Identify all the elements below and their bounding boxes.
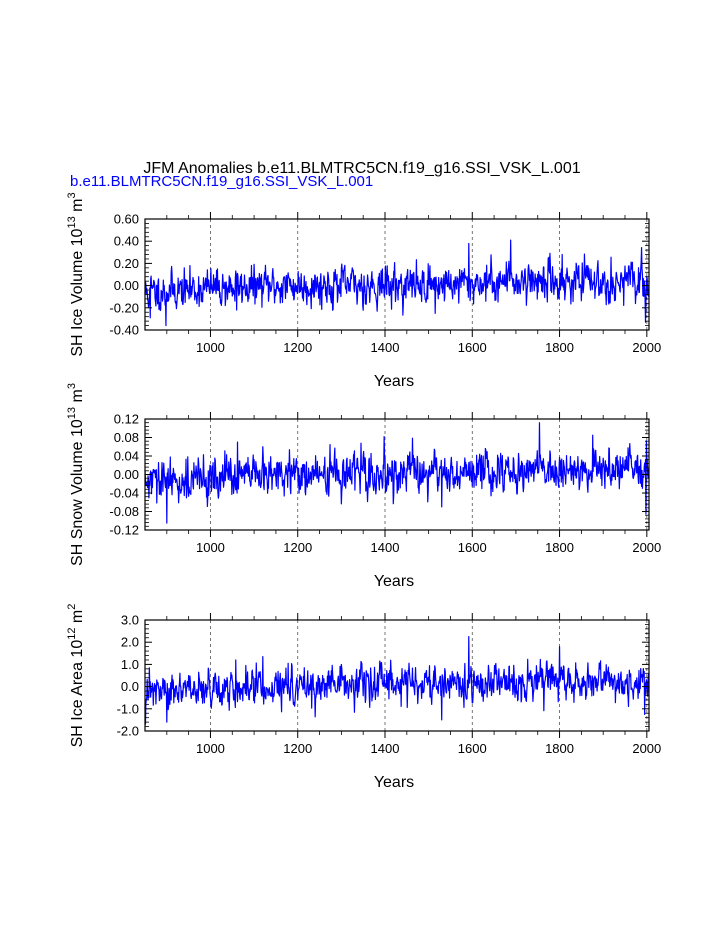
chart-ice_area-ytick-label: 2.0: [121, 635, 139, 650]
chart-ice_area-xtick-label: 1800: [545, 741, 574, 756]
chart-ice_area-ytick-label: 3.0: [121, 613, 139, 628]
chart-ice_area-xtick-label: 2000: [632, 741, 661, 756]
chart-ice_volume-series-line: [144, 239, 650, 327]
chart-snow_volume-ytick-label: -0.04: [109, 486, 139, 501]
chart-ice_volume-ytick-label: -0.40: [109, 323, 139, 338]
chart-ice_volume-xlabel: Years: [374, 373, 414, 390]
chart-ice_volume-xtick-label: 1400: [371, 340, 400, 355]
figure-title: JFM Anomalies b.e11.BLMTRC5CN.f19_g16.SS…: [143, 160, 580, 177]
chart-ice_volume-ytick-label: -0.20: [109, 300, 139, 315]
chart-ice_area-ytick-label: 0.0: [121, 679, 139, 694]
chart-ice_volume-xtick-label: 1800: [545, 340, 574, 355]
chart-snow_volume-ylabel: SH Snow Volume 1013 m3: [66, 383, 86, 566]
chart-ice_volume-xtick-label: 2000: [632, 340, 661, 355]
chart-ice_area-xtick-label: 1200: [283, 741, 312, 756]
chart-ice_area-series-line: [144, 636, 650, 725]
chart-ice_volume-ytick-label: 0.00: [114, 278, 139, 293]
chart-snow_volume-ytick-label: 0.00: [114, 467, 139, 482]
chart-ice_area-xtick-label: 1600: [458, 741, 487, 756]
chart-snow_volume-xtick-label: 1800: [545, 540, 574, 555]
chart-snow_volume-series-line: [144, 422, 650, 524]
chart-snow_volume-ytick-label: 0.08: [114, 430, 139, 445]
chart-ice_area-ytick-label: -1.0: [117, 701, 139, 716]
chart-snow_volume-xtick-label: 1600: [458, 540, 487, 555]
chart-ice_area-frame: [144, 619, 650, 732]
chart-snow_volume-xtick-label: 2000: [632, 540, 661, 555]
chart-ice_volume-frame: [144, 218, 650, 331]
chart-snow_volume-ytick-label: 0.04: [114, 449, 139, 464]
chart-ice_area: -2.0 -1.0 0.0 1.0 2.0 3.0 1000 1200 1400 1600 1800…: [66, 604, 661, 791]
chart-snow_volume-ytick-label: 0.12: [114, 412, 139, 427]
chart-ice_area-xlabel: Years: [374, 774, 414, 791]
chart-ice_volume-ytick-label: 0.40: [114, 234, 139, 249]
chart-ice_volume-ytick-label: 0.60: [114, 212, 139, 227]
chart-ice_area-ylabel: SH Ice Area 1012 m2: [66, 604, 86, 748]
chart-ice_volume-xtick-label: 1000: [196, 340, 225, 355]
chart-ice_volume-ytick-label: 0.20: [114, 256, 139, 271]
chart-ice_volume: -0.40 -0.20 0.00 0.20 0.40 0.60 1000 1200 1400 16…: [66, 192, 661, 390]
chart-ice_volume-xtick-label: 1200: [283, 340, 312, 355]
chart-snow_volume-xtick-label: 1000: [196, 540, 225, 555]
chart-ice_area-xtick-label: 1400: [371, 741, 400, 756]
chart-ice_volume-ylabel: SH Ice Volume 1013 m3: [66, 192, 86, 356]
chart-snow_volume-xlabel: Years: [374, 573, 414, 590]
chart-snow_volume-xtick-label: 1200: [283, 540, 312, 555]
chart-ice_volume-xtick-label: 1600: [458, 340, 487, 355]
chart-panels: -0.40 -0.20 0.00 0.20 0.40 0.60 1000 1200 1400 16…: [66, 192, 661, 791]
figure-subtitle: b.e11.BLMTRC5CN.f19_g16.SSI_VSK_L.001: [70, 173, 373, 190]
chart-snow_volume-ytick-label: -0.08: [109, 504, 139, 519]
chart-ice_area-xtick-label: 1000: [196, 741, 225, 756]
chart-ice_area-ytick-label: -2.0: [117, 724, 139, 739]
chart-snow_volume-ytick-label: -0.12: [109, 523, 139, 538]
chart-snow_volume: -0.12 -0.08 -0.04 0.00 0.04 0.08 0.12 1000 1200 1…: [66, 383, 661, 590]
chart-snow_volume-xtick-label: 1400: [371, 540, 400, 555]
chart-ice_area-ytick-label: 1.0: [121, 657, 139, 672]
